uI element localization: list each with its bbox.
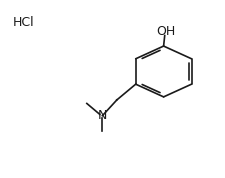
Text: HCl: HCl <box>13 16 34 29</box>
Text: OH: OH <box>156 25 176 38</box>
Text: N: N <box>98 109 107 122</box>
